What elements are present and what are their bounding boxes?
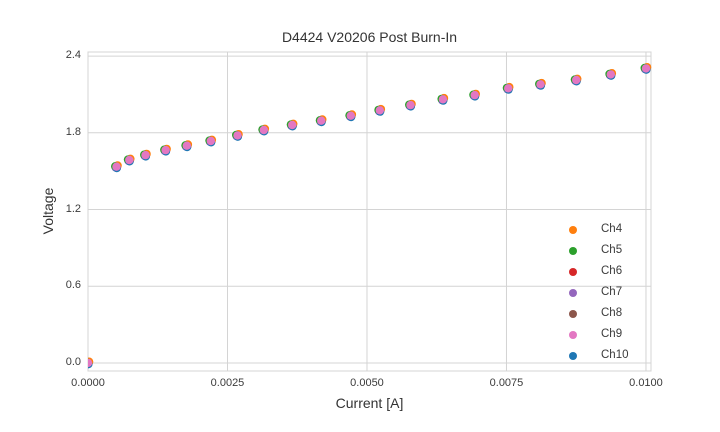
legend-label: Ch4 bbox=[601, 222, 623, 235]
data-point bbox=[572, 75, 581, 85]
series-ch9 bbox=[88, 64, 651, 368]
data-point bbox=[125, 155, 134, 165]
data-point bbox=[317, 116, 326, 125]
legend-label: Ch9 bbox=[601, 327, 623, 340]
y-tick-label: 0.0 bbox=[65, 355, 81, 368]
data-point bbox=[641, 64, 651, 73]
data-point bbox=[112, 162, 121, 171]
data-point bbox=[288, 120, 297, 130]
legend-item-ch4[interactable]: Ch4 bbox=[565, 219, 629, 240]
data-point bbox=[470, 90, 479, 100]
plot-border bbox=[87, 51, 652, 372]
data-point bbox=[375, 106, 384, 115]
data-point bbox=[141, 150, 150, 160]
legend-label: Ch6 bbox=[601, 264, 623, 277]
legend-label: Ch8 bbox=[601, 306, 623, 319]
y-tick-label: 1.2 bbox=[65, 202, 81, 215]
gridlines bbox=[87, 52, 651, 371]
y-tick-label: 1.8 bbox=[65, 125, 81, 138]
legend-label: Ch5 bbox=[601, 243, 623, 256]
legend-marker-icon bbox=[569, 330, 577, 339]
legend-marker-icon bbox=[569, 309, 577, 318]
x-tick-label: 0.0025 bbox=[210, 377, 245, 389]
legend-marker-icon bbox=[569, 225, 577, 234]
data-point bbox=[536, 80, 545, 89]
data-point bbox=[504, 84, 513, 93]
legend: Ch4 Ch5 Ch6 Ch7 Ch8 Ch9 Ch10 bbox=[565, 219, 629, 366]
y-tick-label: 2.4 bbox=[65, 49, 81, 62]
legend-marker-icon bbox=[569, 288, 577, 297]
x-tick-label: 0.0050 bbox=[350, 377, 384, 389]
legend-label: Ch10 bbox=[601, 348, 629, 361]
legend-item-ch7[interactable]: Ch7 bbox=[565, 282, 629, 303]
data-point bbox=[182, 141, 191, 150]
legend-marker-icon bbox=[569, 246, 577, 255]
legend-item-ch10[interactable]: Ch10 bbox=[565, 345, 629, 366]
y-tick-label: 0.6 bbox=[65, 279, 81, 292]
data-point bbox=[161, 145, 170, 155]
data-point bbox=[88, 358, 93, 368]
data-point bbox=[438, 95, 448, 104]
legend-label: Ch7 bbox=[601, 285, 623, 298]
data-point bbox=[406, 100, 415, 110]
legend-item-ch8[interactable]: Ch8 bbox=[565, 303, 629, 324]
x-tick-label: 0.0075 bbox=[489, 377, 524, 389]
data-points bbox=[88, 62, 652, 369]
legend-marker-icon bbox=[569, 267, 577, 276]
x-axis-label: Current [A] bbox=[335, 395, 404, 411]
data-point bbox=[606, 70, 615, 79]
data-point bbox=[346, 111, 355, 120]
x-tick-label: 0.0000 bbox=[71, 377, 105, 389]
legend-marker-icon bbox=[569, 351, 577, 360]
series-ch5 bbox=[88, 63, 649, 367]
legend-item-ch5[interactable]: Ch5 bbox=[565, 240, 629, 261]
data-point bbox=[259, 125, 268, 135]
x-tick-label: 0.0100 bbox=[629, 377, 663, 389]
legend-item-ch6[interactable]: Ch6 bbox=[565, 261, 629, 282]
data-point bbox=[206, 136, 215, 146]
chart-title: D4424 V20206 Post Burn-In bbox=[281, 29, 458, 45]
legend-item-ch9[interactable]: Ch9 bbox=[565, 324, 629, 345]
data-point bbox=[233, 131, 242, 140]
